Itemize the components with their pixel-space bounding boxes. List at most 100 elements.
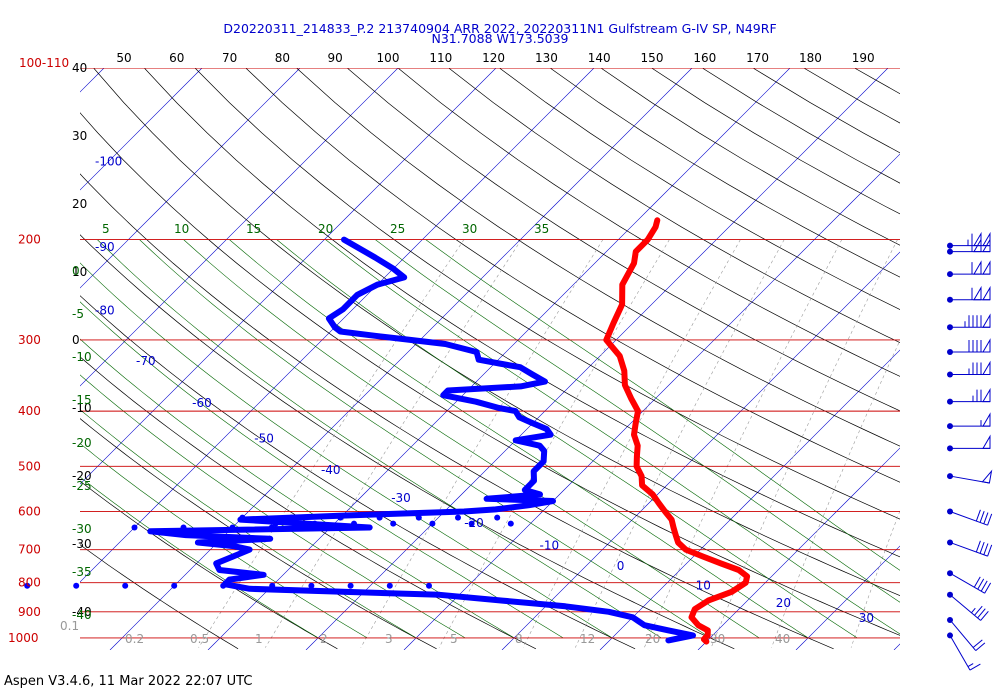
top-axis-label: 160 <box>693 51 716 65</box>
chart-title-line1: D20220311_214833_P.2 213740904 ARR 2022,… <box>223 21 776 36</box>
wind-barb-full <box>977 608 986 619</box>
dry-adiabat-line <box>80 480 338 650</box>
mixing-top-label: 5 <box>102 222 110 236</box>
dry-adiabat-line <box>144 68 900 558</box>
mixing-top-label: 10 <box>174 222 189 236</box>
dry-adiabat-line <box>803 68 900 124</box>
wind-barb-full <box>980 580 988 592</box>
dry-adiabat-line <box>397 68 900 377</box>
isotherm-label: -40 <box>321 463 341 477</box>
wind-barb-full <box>984 582 992 594</box>
wind-barb-full <box>969 663 981 671</box>
wind-barb-half <box>967 663 974 668</box>
dry-adiabat-line <box>80 356 537 650</box>
isotherm-label: -70 <box>136 354 156 368</box>
wind-barb-flag <box>973 285 982 301</box>
wind-barb <box>947 539 993 557</box>
wind-barb <box>947 285 991 303</box>
top-axis-label: 190 <box>852 51 875 65</box>
dry-adiabat-line <box>448 68 900 344</box>
wind-barb-full <box>987 544 993 557</box>
left-moist-label: -5 <box>72 307 84 321</box>
wind-barb-full <box>979 541 985 554</box>
isotherm-line <box>0 68 6 650</box>
dry-adiabat-line <box>651 68 900 215</box>
dewpoint-profile <box>147 236 696 644</box>
mixing-bottom-label: 8 <box>515 632 523 646</box>
wind-barb-full <box>975 540 981 553</box>
wind-barb <box>947 237 991 255</box>
dewpoint-point <box>73 582 80 589</box>
wind-barb <box>947 591 989 621</box>
dry-adiabat-line <box>905 68 1000 649</box>
left-theta-label: -20 <box>72 469 92 483</box>
dry-adiabat-line <box>80 112 900 636</box>
wind-barb-flag <box>982 313 991 328</box>
wind-barb-full <box>979 510 985 523</box>
top-left-pressure-label: 100-110 <box>19 56 69 70</box>
wind-barbs <box>947 231 993 671</box>
isotherm-line <box>599 349 900 650</box>
isotherm-line <box>80 68 399 387</box>
dewpoint-point <box>268 524 275 531</box>
wind-barb-full <box>987 513 993 526</box>
dry-adiabat-line <box>752 68 900 154</box>
wind-barb-flag <box>982 285 991 301</box>
mixing-bottom-label: 0.5 <box>190 632 209 646</box>
left-theta-label: 10 <box>72 265 87 279</box>
footer-version: Aspen V3.4.6, 11 Mar 2022 22:07 UTC <box>4 674 253 689</box>
isotherm-line <box>795 545 900 650</box>
isotherm-label: 20 <box>776 596 791 610</box>
dewpoint-point <box>415 514 422 521</box>
mixing-bottom-label: 20 <box>645 632 660 646</box>
isotherm-label: -90 <box>95 240 115 254</box>
left-moist-label: -40 <box>72 608 92 622</box>
left-moist-label: -35 <box>72 565 92 579</box>
wind-barb <box>947 387 991 405</box>
wind-barb-flag <box>982 434 991 449</box>
dewpoint-point <box>507 520 514 527</box>
left-theta-label: 40 <box>72 61 87 75</box>
dewpoint-point <box>24 582 31 589</box>
mixing-bottom-label: 3 <box>385 632 393 646</box>
chart-title-line2: N31.7088 W173.5039 <box>431 31 568 46</box>
wind-barb-full <box>974 605 983 616</box>
top-axis-label: 180 <box>799 51 822 65</box>
wind-barb-flag <box>982 360 991 376</box>
mixing-ratio-line <box>965 240 1000 648</box>
mixing-top-label: 35 <box>534 222 549 236</box>
isotherm-label: 30 <box>859 611 874 625</box>
isotherm-label: -100 <box>95 154 122 168</box>
wind-barb-full <box>983 543 989 555</box>
wind-barb-flag <box>973 237 982 253</box>
left-theta-label: -40 <box>72 605 92 619</box>
mixing-ratio-line <box>771 339 900 648</box>
pressure-label: 400 <box>18 404 41 418</box>
mixing-top-label: 25 <box>390 222 405 236</box>
dry-adiabat-line <box>80 418 437 650</box>
isotherm-line <box>109 68 693 650</box>
wind-barb <box>947 360 991 378</box>
top-axis-label: 90 <box>328 51 343 65</box>
top-axis-label: 100 <box>377 51 400 65</box>
dewpoint-point <box>429 520 436 527</box>
dry-adiabat-line <box>245 68 900 483</box>
dewpoint-point <box>317 524 324 531</box>
wind-barb-flag <box>973 231 982 247</box>
dewpoint-point <box>229 524 236 531</box>
wind-barb-flag <box>982 231 991 247</box>
wind-barb-flag <box>982 237 991 253</box>
mixing-top-label: 30 <box>462 222 477 236</box>
dewpoint-point <box>386 582 393 589</box>
isotherm-line <box>501 251 900 650</box>
left-moist-label: -30 <box>72 522 92 536</box>
dewpoint-point <box>131 524 138 531</box>
left-theta-label: 20 <box>72 197 87 211</box>
dewpoint-point <box>426 582 432 589</box>
isotherm-line <box>893 643 900 650</box>
dewpoint-point <box>122 582 129 589</box>
isotherm-line <box>697 447 900 650</box>
top-axis-label: 70 <box>222 51 237 65</box>
dewpoint-point <box>494 514 501 521</box>
